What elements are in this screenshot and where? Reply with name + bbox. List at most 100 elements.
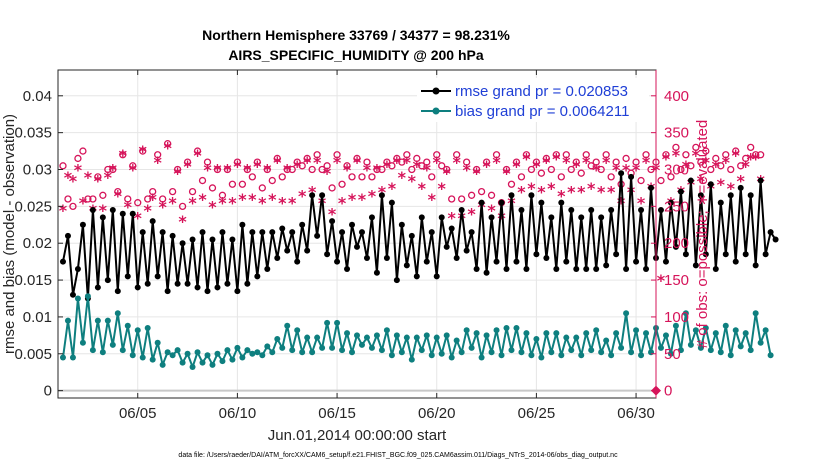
rmse-point xyxy=(453,254,460,261)
obs-possible-marker xyxy=(378,165,386,174)
rmse-point xyxy=(568,207,575,214)
obs-possible-marker xyxy=(263,165,271,174)
obs-possible-marker xyxy=(547,165,555,174)
bias-point xyxy=(254,349,261,356)
obs-possible-marker xyxy=(532,158,541,166)
obs-evaluated-marker: * xyxy=(64,168,73,187)
bias-point xyxy=(413,334,420,341)
bias-point xyxy=(588,347,595,354)
rmse-point xyxy=(448,225,455,232)
bias-point xyxy=(648,349,655,356)
rmse-point xyxy=(493,258,500,265)
bias-point xyxy=(667,350,674,357)
obs-possible-marker xyxy=(198,176,207,185)
obs-evaluated-marker: * xyxy=(737,172,746,191)
obs-possible-marker xyxy=(69,202,77,211)
rmse-point xyxy=(104,277,111,284)
rmse-point xyxy=(603,262,610,269)
obs-possible-marker xyxy=(323,162,331,170)
rmse-point xyxy=(443,243,450,250)
rmse-point xyxy=(598,214,605,221)
rmse-point xyxy=(742,251,749,258)
obs-possible-marker xyxy=(268,176,276,185)
obs-possible-marker xyxy=(89,195,97,203)
obs-evaluated-marker: * xyxy=(428,190,437,209)
obs-possible-marker xyxy=(373,165,381,174)
obs-possible-marker xyxy=(328,184,336,192)
obs-possible-marker xyxy=(737,162,745,170)
obs-evaluated-marker: * xyxy=(617,194,626,213)
rmse-point xyxy=(388,199,395,206)
bias-point xyxy=(583,330,590,337)
rmse-point xyxy=(423,258,430,265)
obs-possible-marker xyxy=(722,151,730,159)
bias-point xyxy=(423,332,430,339)
obs-possible-marker xyxy=(383,158,391,166)
bias-point xyxy=(363,334,370,341)
obs-evaluated-marker: * xyxy=(542,153,551,172)
y-axis-left-label: rmse and bias (model - observation) xyxy=(1,114,18,354)
obs-possible-marker xyxy=(134,199,142,207)
obs-possible-marker xyxy=(717,162,725,170)
rmse-point xyxy=(234,288,241,295)
rmse-point xyxy=(339,229,346,236)
bias-point xyxy=(767,352,774,359)
bias-point xyxy=(264,343,271,350)
y-left-tick-label: 0.035 xyxy=(14,125,52,142)
obs-possible-marker xyxy=(507,180,516,188)
obs-possible-marker xyxy=(388,162,396,170)
bias-point xyxy=(543,330,550,337)
bias-point xyxy=(593,327,600,334)
obs-possible-marker xyxy=(757,151,765,159)
obs-evaluated-marker: * xyxy=(273,153,282,172)
obs-possible-marker xyxy=(687,162,695,170)
obs-evaluated-marker: * xyxy=(418,179,427,198)
obs-evaluated-marker: * xyxy=(338,194,347,213)
rmse-point xyxy=(249,229,256,236)
obs-possible-marker xyxy=(692,143,700,152)
obs-evaluated-marker: * xyxy=(313,153,322,172)
bias-point xyxy=(503,324,510,331)
obs-possible-marker xyxy=(59,162,67,170)
rmse-point xyxy=(548,214,555,221)
obs-evaluated-marker: * xyxy=(158,197,167,216)
obs-possible-marker xyxy=(114,187,122,196)
y-right-tick-label: 100 xyxy=(664,309,689,326)
bias-point xyxy=(89,347,96,354)
legend-bias-label: bias grand pr = 0.0064211 xyxy=(455,103,629,120)
bias-point xyxy=(453,337,460,344)
obs-evaluated-marker: * xyxy=(577,183,586,202)
bias-point xyxy=(139,354,146,361)
obs-evaluated-marker: * xyxy=(378,183,387,202)
obs-possible-marker xyxy=(104,165,112,174)
obs-evaluated-marker: * xyxy=(163,138,172,157)
obs-possible-marker xyxy=(697,158,705,166)
bias-point xyxy=(538,354,545,361)
x-tick-label: 06/10 xyxy=(219,405,257,422)
obs-possible-marker xyxy=(183,158,192,166)
obs-possible-marker xyxy=(428,173,436,181)
bias-point xyxy=(662,332,669,339)
obs-evaluated-marker: * xyxy=(492,153,501,172)
rmse-point xyxy=(707,181,714,188)
rmse-point xyxy=(433,273,440,280)
rmse-point xyxy=(309,192,316,199)
y-right-tick-label: 250 xyxy=(664,198,689,215)
obs-possible-marker xyxy=(223,165,232,174)
obs-evaluated-marker: * xyxy=(702,153,711,172)
obs-evaluated-marker: * xyxy=(408,172,417,191)
rmse-point xyxy=(613,251,620,258)
obs-possible-marker xyxy=(552,151,560,159)
rmse-point xyxy=(144,280,151,287)
y-left-tick-label: 0 xyxy=(44,383,52,400)
obs-possible-marker xyxy=(273,154,281,163)
obs-evaluated-marker: * xyxy=(537,183,546,202)
bias-point xyxy=(458,349,465,356)
rmse-point xyxy=(672,243,679,250)
obs-possible-marker xyxy=(139,147,147,155)
obs-evaluated-marker: * xyxy=(213,161,222,180)
rmse-point xyxy=(194,284,201,291)
rmse-point xyxy=(94,284,101,291)
bias-point xyxy=(702,324,709,331)
bias-point xyxy=(358,341,365,348)
